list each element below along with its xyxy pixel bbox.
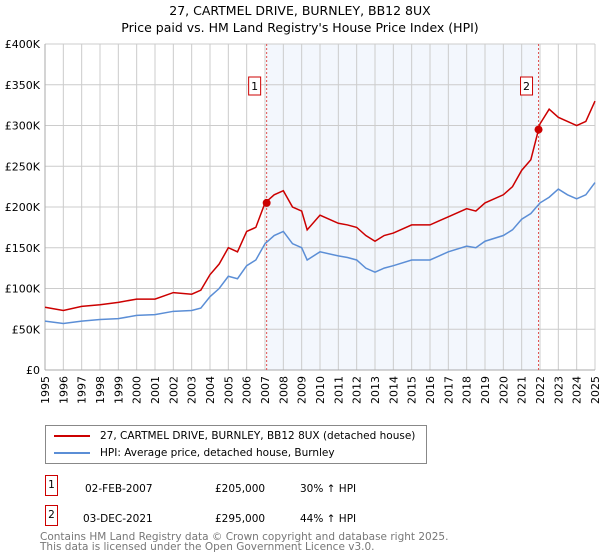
x-tick-label: 2017 [442, 376, 455, 404]
x-tick-label: 2001 [149, 376, 162, 404]
x-tick-label: 2024 [571, 376, 584, 404]
x-tick-label: 2014 [387, 376, 400, 404]
x-tick-label: 2009 [296, 376, 309, 404]
y-tick-label: £0 [26, 364, 40, 377]
legend: 27, CARTMEL DRIVE, BURNLEY, BB12 8UX (de… [45, 425, 427, 464]
transaction-number: 2 [45, 505, 58, 526]
x-tick-label: 2006 [241, 376, 254, 404]
sale-label-box [248, 76, 262, 96]
transaction-hpi: 30% ↑ HPI [300, 483, 357, 495]
x-tick-label: 2004 [204, 376, 217, 404]
transaction-price: £295,000 [215, 513, 266, 525]
legend-swatch-hpi [54, 452, 90, 454]
x-tick-label: 1999 [112, 376, 125, 404]
sale-label: 1 [251, 80, 258, 93]
x-tick-label: 2019 [479, 376, 492, 404]
legend-swatch-property [54, 435, 90, 437]
transaction-hpi: 44% ↑ HPI [300, 513, 357, 525]
x-tick-label: 1995 [39, 376, 52, 404]
y-tick-label: £350K [5, 79, 41, 92]
legend-label-hpi: HPI: Average price, detached house, Burn… [100, 447, 335, 459]
x-tick-label: 2008 [277, 376, 290, 404]
y-tick-label: £150K [5, 242, 41, 255]
legend-label-property: 27, CARTMEL DRIVE, BURNLEY, BB12 8UX (de… [100, 430, 416, 442]
x-tick-label: 2003 [186, 376, 199, 404]
sale-label: 2 [523, 80, 530, 93]
x-tick-label: 2012 [351, 376, 364, 404]
footer: Contains HM Land Registry data © Crown c… [40, 531, 449, 553]
x-tick-label: 2010 [314, 376, 327, 404]
x-tick-label: 2022 [534, 376, 547, 404]
x-tick-label: 2007 [259, 376, 272, 404]
y-tick-label: £50K [12, 323, 41, 336]
x-tick-label: 1997 [76, 376, 89, 404]
x-tick-label: 2013 [369, 376, 382, 404]
x-tick-label: 1996 [57, 376, 70, 404]
x-tick-label: 2021 [516, 376, 529, 404]
x-tick-label: 2002 [167, 376, 180, 404]
x-tick-label: 2011 [332, 376, 345, 404]
sale-label-box [520, 76, 534, 96]
x-tick-label: 2015 [406, 376, 419, 404]
y-tick-label: £250K [5, 160, 41, 173]
transaction-number: 1 [45, 475, 58, 496]
y-tick-label: £100K [5, 283, 41, 296]
sale-point [262, 198, 271, 207]
transaction-date: 02-FEB-2007 [85, 483, 153, 495]
chart-title: 27, CARTMEL DRIVE, BURNLEY, BB12 8UX [169, 3, 431, 18]
x-tick-label: 2023 [552, 376, 565, 404]
y-tick-label: £400K [5, 38, 41, 51]
sale-point [534, 125, 543, 134]
x-tick-label: 2020 [497, 376, 510, 404]
transaction-date: 03-DEC-2021 [83, 513, 153, 525]
x-tick-label: 2005 [222, 376, 235, 404]
x-tick-label: 2000 [131, 376, 144, 404]
y-tick-label: £200K [5, 201, 41, 214]
chart-subtitle: Price paid vs. HM Land Registry's House … [121, 20, 479, 35]
x-tick-label: 2016 [424, 376, 437, 404]
footer-line: This data is licensed under the Open Gov… [40, 541, 375, 553]
footer-line: Contains HM Land Registry data © Crown c… [40, 531, 449, 543]
chart: 1995 1996 1997 1998 1999 2000 2001 2002 2003 2004… [5, 38, 600, 404]
x-tick-label: 2025 [589, 376, 600, 404]
y-tick-label: £300K [5, 120, 41, 133]
x-tick-label: 2018 [461, 376, 474, 404]
x-tick-label: 1998 [94, 376, 107, 404]
price-paid-line [44, 100, 596, 312]
hpi-line [44, 182, 596, 325]
transaction-price: £205,000 [215, 483, 266, 495]
